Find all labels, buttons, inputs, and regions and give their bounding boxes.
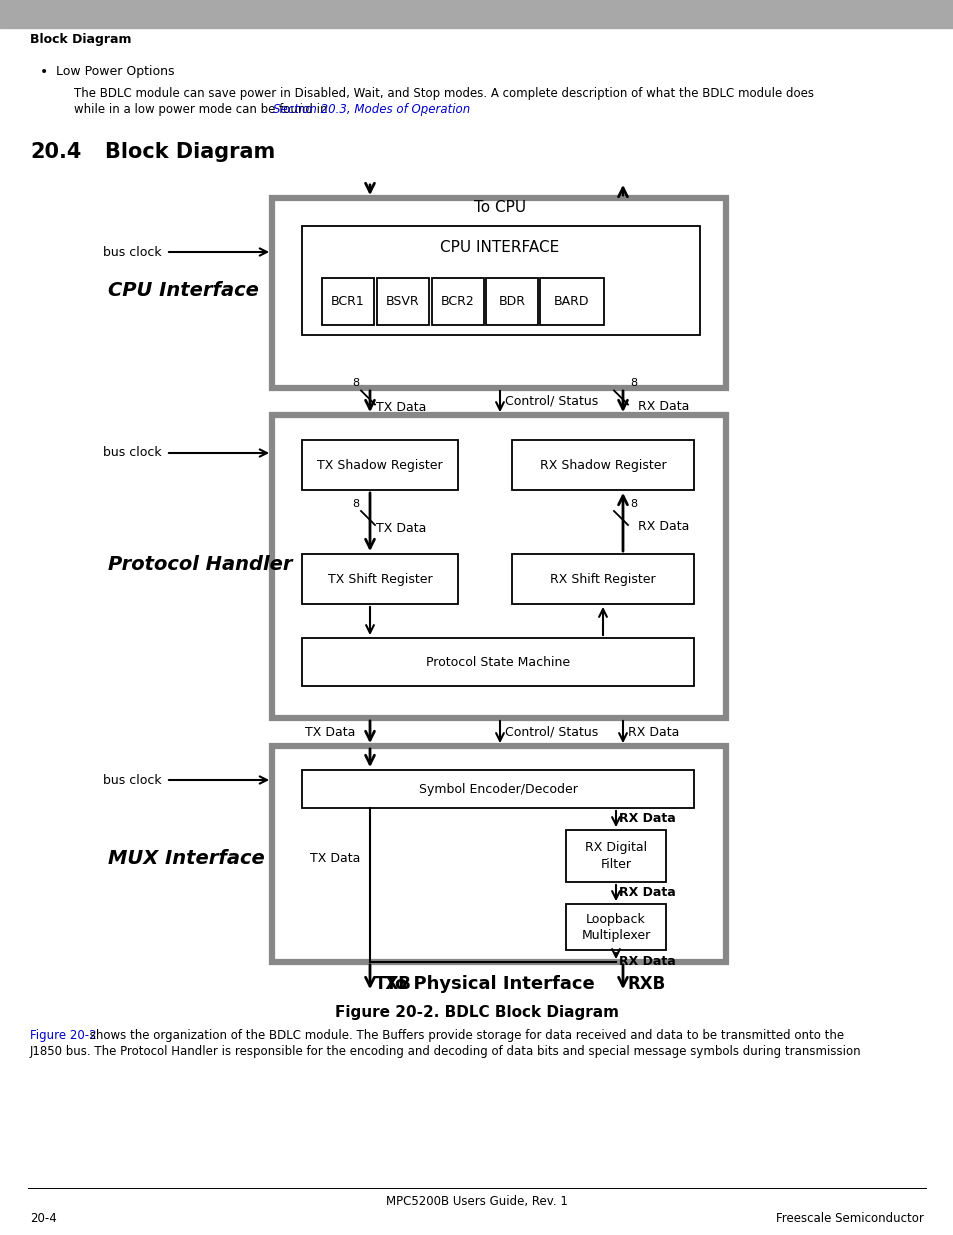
Bar xyxy=(565,830,665,882)
Bar xyxy=(302,440,457,490)
Text: Loopback: Loopback xyxy=(585,913,645,925)
Bar xyxy=(512,440,693,490)
Text: 8: 8 xyxy=(352,378,358,389)
Text: BSVR: BSVR xyxy=(386,295,419,308)
Text: RX Shadow Register: RX Shadow Register xyxy=(539,458,665,472)
Text: Protocol State Machine: Protocol State Machine xyxy=(425,656,570,668)
Bar xyxy=(376,278,429,325)
Bar xyxy=(302,769,693,808)
Bar xyxy=(539,278,603,325)
Text: 20-4: 20-4 xyxy=(30,1212,56,1224)
Text: MPC5200B Users Guide, Rev. 1: MPC5200B Users Guide, Rev. 1 xyxy=(386,1195,567,1209)
Text: Multiplexer: Multiplexer xyxy=(580,929,650,941)
Text: BDR: BDR xyxy=(498,295,525,308)
Text: BARD: BARD xyxy=(554,295,589,308)
Text: TX Data: TX Data xyxy=(310,851,360,864)
Text: RX Digital: RX Digital xyxy=(584,841,646,855)
Text: bus clock: bus clock xyxy=(103,773,162,787)
Text: TX Data: TX Data xyxy=(305,725,355,739)
Text: 8: 8 xyxy=(629,499,637,509)
Text: RX Data: RX Data xyxy=(618,811,675,825)
Text: 8: 8 xyxy=(629,378,637,389)
Text: .: . xyxy=(423,104,427,116)
Bar xyxy=(432,278,483,325)
Text: RX Data: RX Data xyxy=(638,520,689,534)
Text: Block Diagram: Block Diagram xyxy=(105,142,275,162)
Bar xyxy=(272,415,725,718)
Bar xyxy=(0,0,953,28)
Bar xyxy=(272,198,725,388)
Text: CPU Interface: CPU Interface xyxy=(108,280,258,300)
Text: RX Data: RX Data xyxy=(618,955,675,968)
Text: RX Data: RX Data xyxy=(618,885,675,899)
Text: Freescale Semiconductor: Freescale Semiconductor xyxy=(776,1212,923,1224)
Bar xyxy=(512,555,693,604)
Text: Control/ Status: Control/ Status xyxy=(504,395,598,408)
Text: Control/ Status: Control/ Status xyxy=(504,725,598,739)
Text: TXB: TXB xyxy=(375,974,412,993)
Text: 20.4: 20.4 xyxy=(30,142,81,162)
Bar xyxy=(322,278,374,325)
Bar xyxy=(302,555,457,604)
Text: The BDLC module can save power in Disabled, Wait, and Stop modes. A complete des: The BDLC module can save power in Disabl… xyxy=(74,86,813,100)
Bar xyxy=(565,904,665,950)
Bar xyxy=(272,746,725,962)
Text: bus clock: bus clock xyxy=(103,246,162,258)
Text: RXB: RXB xyxy=(627,974,665,993)
Bar xyxy=(302,638,693,685)
Text: J1850 bus. The Protocol Handler is responsible for the encoding and decoding of : J1850 bus. The Protocol Handler is respo… xyxy=(30,1046,861,1058)
Text: BCR2: BCR2 xyxy=(440,295,475,308)
Text: Block Diagram: Block Diagram xyxy=(30,33,132,47)
Text: bus clock: bus clock xyxy=(103,447,162,459)
Text: TX Data: TX Data xyxy=(375,401,426,414)
Text: To Physical Interface: To Physical Interface xyxy=(385,974,595,993)
Text: RX Data: RX Data xyxy=(638,400,689,412)
Text: Figure 20-2. BDLC Block Diagram: Figure 20-2. BDLC Block Diagram xyxy=(335,1005,618,1020)
Text: TX Shadow Register: TX Shadow Register xyxy=(316,458,442,472)
Text: MUX Interface: MUX Interface xyxy=(108,848,265,867)
Text: Filter: Filter xyxy=(599,857,631,871)
Text: shows the organization of the BDLC module. The Buffers provide storage for data : shows the organization of the BDLC modul… xyxy=(86,1030,842,1042)
Text: RX Shift Register: RX Shift Register xyxy=(550,573,655,585)
Bar xyxy=(485,278,537,325)
Text: To CPU: To CPU xyxy=(474,200,525,215)
Text: Figure 20-2: Figure 20-2 xyxy=(30,1030,96,1042)
Text: TX Shift Register: TX Shift Register xyxy=(327,573,432,585)
Text: 8: 8 xyxy=(352,499,358,509)
Text: Symbol Encoder/Decoder: Symbol Encoder/Decoder xyxy=(418,783,577,795)
Text: •: • xyxy=(40,65,49,79)
Text: Protocol Handler: Protocol Handler xyxy=(108,556,293,574)
Bar xyxy=(302,226,700,335)
Text: Section 20.3, Modes of Operation: Section 20.3, Modes of Operation xyxy=(273,104,470,116)
Text: Low Power Options: Low Power Options xyxy=(56,65,174,79)
Text: RX Data: RX Data xyxy=(627,725,679,739)
Text: BCR1: BCR1 xyxy=(331,295,364,308)
Text: CPU INTERFACE: CPU INTERFACE xyxy=(440,241,559,256)
Text: while in a low power mode can be found in: while in a low power mode can be found i… xyxy=(74,104,331,116)
Text: TX Data: TX Data xyxy=(375,521,426,535)
